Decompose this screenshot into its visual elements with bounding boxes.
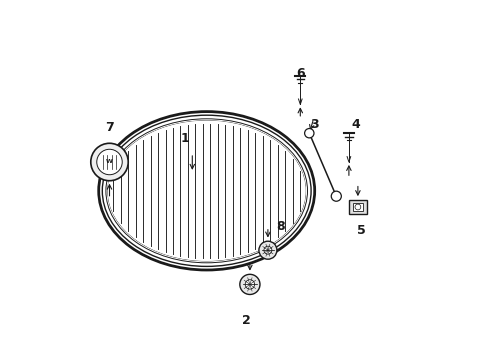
Text: W: W (106, 159, 113, 165)
Text: 2: 2 (242, 314, 250, 327)
FancyBboxPatch shape (352, 203, 363, 211)
Ellipse shape (107, 121, 305, 261)
Ellipse shape (107, 121, 305, 261)
Circle shape (258, 241, 276, 259)
Circle shape (97, 149, 122, 175)
Circle shape (264, 246, 271, 254)
FancyBboxPatch shape (348, 200, 366, 214)
Circle shape (239, 274, 260, 294)
Text: 7: 7 (105, 121, 114, 134)
Circle shape (330, 191, 341, 201)
Circle shape (304, 129, 313, 138)
Text: 5: 5 (356, 224, 365, 237)
Text: 1: 1 (181, 132, 189, 145)
Text: 4: 4 (351, 118, 360, 131)
Circle shape (244, 280, 254, 289)
Text: 8: 8 (276, 220, 284, 233)
Text: 6: 6 (295, 67, 304, 80)
Circle shape (91, 143, 128, 181)
Text: 3: 3 (310, 118, 318, 131)
